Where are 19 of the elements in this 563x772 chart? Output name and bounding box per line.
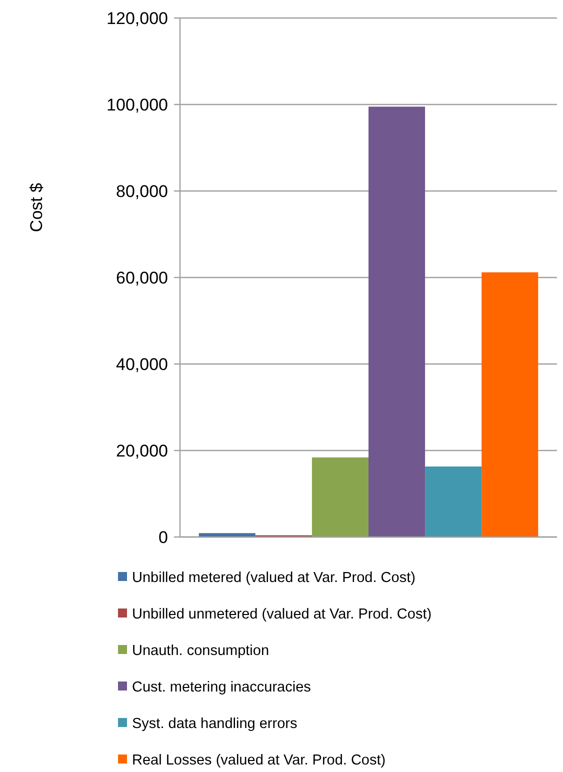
y-tick-label: 60,000	[116, 268, 168, 288]
y-tick-label: 120,000	[106, 8, 168, 28]
legend-label: Unbilled unmetered (valued at Var. Prod. Cost)	[132, 606, 432, 623]
bar	[198, 533, 256, 537]
y-tick-label: 0	[158, 528, 168, 547]
legend-label: Unbilled metered (valued at Var. Prod. Cost)	[132, 570, 416, 586]
bar	[312, 457, 368, 537]
legend-label: Real Losses (valued at Var. Prod. Cost)	[132, 752, 386, 769]
y-tick-label: 100,000	[106, 95, 168, 114]
legend-label: Unauth. consumption	[132, 643, 270, 660]
y-axis-title: Cost $	[27, 182, 46, 232]
y-tick-label: 40,000	[116, 354, 168, 374]
bar	[368, 106, 426, 537]
legend-label: Syst. data handling errors	[132, 716, 298, 732]
y-tick-label: 80,000	[116, 182, 168, 201]
bar	[482, 272, 538, 537]
bar	[425, 466, 482, 537]
legend-label: Cust. metering inaccuracies	[132, 680, 311, 696]
y-tick-label: 20,000	[116, 441, 168, 460]
